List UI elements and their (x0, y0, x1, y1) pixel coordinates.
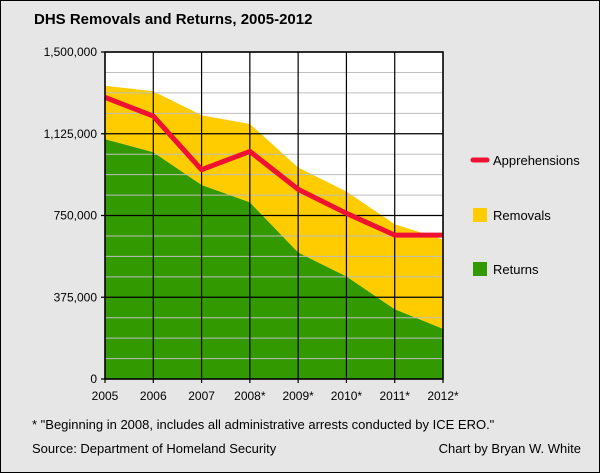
legend-label-apprehensions: Apprehensions (493, 153, 580, 168)
returns-area (105, 139, 443, 379)
x-tick-label: 2006 (140, 389, 167, 403)
chart-title: DHS Removals and Returns, 2005-2012 (34, 11, 313, 28)
y-tick-label: 0 (90, 372, 97, 386)
y-tick-label: 750,000 (54, 209, 98, 223)
x-tick-label: 2007 (188, 389, 215, 403)
y-tick-label: 375,000 (54, 290, 98, 304)
x-tick-label: 2008* (234, 389, 266, 403)
plot-border (104, 51, 444, 380)
apprehensions-line (104, 95, 443, 238)
legend-swatch-removals (473, 208, 487, 222)
chart-credit: Chart by Bryan W. White (438, 441, 581, 456)
legend-label-removals: Removals (493, 208, 551, 223)
x-tick-label: 2005 (92, 389, 119, 403)
y-tick-label: 1,500,000 (44, 45, 98, 59)
x-tick-label: 2011* (379, 389, 410, 403)
removals-area (105, 85, 443, 329)
chart-footnote: * "Beginning in 2008, includes all admin… (32, 417, 495, 432)
x-tick-label: 2010* (331, 389, 363, 403)
x-tick-label: 2012* (427, 389, 459, 403)
y-tick-label: 1,125,000 (44, 127, 98, 141)
source-note: Source: Department of Homeland Security (32, 441, 277, 456)
legend-swatch-returns (473, 262, 487, 276)
legend-label-returns: Returns (493, 262, 539, 277)
x-tick-label: 2009* (282, 389, 314, 403)
